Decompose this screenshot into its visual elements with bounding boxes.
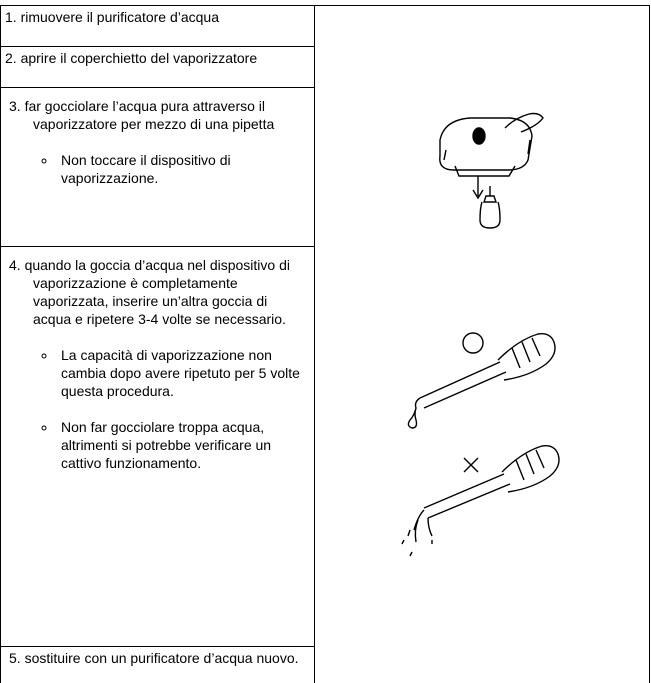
row: 2. aprire il coperchietto del vaporizzat… xyxy=(0,46,315,87)
illustration-cell xyxy=(314,5,650,683)
row: 4. quando la goccia d’acqua nel disposit… xyxy=(0,246,315,646)
note: Non far gocciolare troppa acqua, altrime… xyxy=(57,418,308,472)
step-text: 4. quando la goccia d’acqua nel disposit… xyxy=(9,257,290,327)
pipette-correct-sketch xyxy=(407,332,556,429)
pipette-wrong-sketch xyxy=(401,444,560,557)
row: 1. rimuovere il purificatore d’acqua xyxy=(0,5,315,46)
note: Non toccare il dispositivo di vaporizzaz… xyxy=(57,151,308,187)
note: La capacità di vaporizzazione non cambia… xyxy=(57,346,308,400)
vaporizer-sketch xyxy=(439,112,544,229)
row: 3. far gocciolare l’acqua pura attravers… xyxy=(0,87,315,246)
notes: Non toccare il dispositivo di vaporizzaz… xyxy=(5,151,308,187)
step-text: 5. sostituire con un purificatore d’acqu… xyxy=(9,650,299,666)
step-text: 1. rimuovere il purificatore d’acqua xyxy=(5,9,219,25)
notes: La capacità di vaporizzazione non cambia… xyxy=(5,346,308,472)
row: 5. sostituire con un purificatore d’acqu… xyxy=(0,646,315,683)
step-text: 3. far gocciolare l’acqua pura attravers… xyxy=(9,98,275,132)
step-text: 2. aprire il coperchietto del vaporizzat… xyxy=(5,50,258,66)
